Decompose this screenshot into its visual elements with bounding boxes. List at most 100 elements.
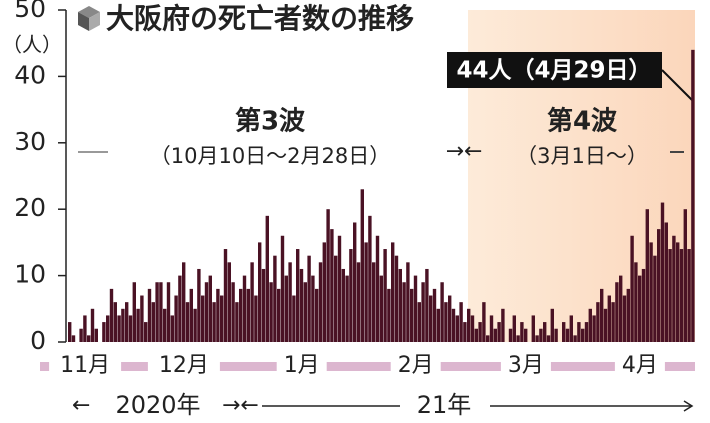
bar xyxy=(334,255,338,342)
bar xyxy=(440,282,444,342)
bar xyxy=(649,242,653,342)
bar xyxy=(660,202,665,342)
bar xyxy=(607,295,611,342)
bar xyxy=(197,268,201,342)
bar xyxy=(299,268,304,342)
bar xyxy=(121,308,125,342)
y-tick-label: 10 xyxy=(14,260,46,289)
bar xyxy=(204,282,209,342)
bar xyxy=(292,295,296,342)
bar xyxy=(208,275,212,342)
bar xyxy=(125,302,129,342)
bar xyxy=(170,315,174,342)
arrow: →← xyxy=(222,393,259,418)
annotation: 44人（4月29日） xyxy=(456,57,651,84)
bar xyxy=(117,315,121,342)
wave3-name: 第3波 xyxy=(235,106,306,137)
bar xyxy=(113,302,117,342)
bar xyxy=(683,209,687,342)
bar xyxy=(364,242,368,342)
bar xyxy=(448,295,452,342)
bar xyxy=(166,282,171,342)
bar xyxy=(220,295,224,342)
bar xyxy=(482,302,486,342)
y-tick-label: 40 xyxy=(14,60,46,89)
y-unit: （人） xyxy=(2,33,62,57)
x-tick-label: 4月 xyxy=(622,353,658,378)
bar xyxy=(550,308,554,342)
bar xyxy=(71,335,76,342)
bar xyxy=(318,262,323,342)
bar xyxy=(565,328,570,342)
bar xyxy=(394,255,399,342)
bar xyxy=(520,322,524,342)
bar xyxy=(353,222,357,342)
bar xyxy=(603,308,608,342)
bar xyxy=(87,335,91,342)
bar xyxy=(611,302,615,342)
bar xyxy=(341,268,345,342)
x-tick-label: 12月 xyxy=(159,353,209,378)
bar xyxy=(102,322,106,342)
x-tick-label: 3月 xyxy=(508,353,544,378)
bar xyxy=(83,315,87,342)
bar xyxy=(596,302,600,342)
bar xyxy=(182,262,186,342)
bar xyxy=(322,242,326,342)
bar xyxy=(68,322,72,342)
bar xyxy=(277,288,281,342)
bar xyxy=(463,322,467,342)
bar xyxy=(147,288,152,342)
bar xyxy=(615,282,619,342)
bar xyxy=(315,288,319,342)
bar xyxy=(573,335,577,342)
bar xyxy=(94,328,98,342)
year-label: 2020年 xyxy=(115,391,200,419)
bar xyxy=(664,222,668,342)
y-tick-label: 50 xyxy=(14,0,46,23)
bar xyxy=(269,282,273,342)
bar xyxy=(444,302,448,342)
bar xyxy=(132,282,136,342)
month-strip xyxy=(40,362,695,371)
y-tick-label: 0 xyxy=(30,326,46,355)
bar xyxy=(227,262,231,342)
bar xyxy=(406,262,410,342)
bar xyxy=(402,282,406,342)
bar xyxy=(265,215,269,342)
bar xyxy=(337,235,342,342)
bar xyxy=(508,328,513,342)
annotation-line xyxy=(661,69,693,101)
bar xyxy=(672,235,676,342)
bar xyxy=(470,315,475,342)
bar xyxy=(679,249,684,342)
bar xyxy=(368,215,372,342)
bar xyxy=(592,315,596,342)
bar xyxy=(535,335,539,342)
wave4-name: 第4波 xyxy=(547,106,618,137)
bar xyxy=(189,288,193,342)
bar xyxy=(668,249,672,342)
bar xyxy=(235,302,239,342)
x-tick-label: 11月 xyxy=(60,353,110,378)
bar xyxy=(261,268,266,342)
bar xyxy=(356,262,361,342)
month-label-bg xyxy=(276,352,327,380)
bar xyxy=(379,275,383,342)
bar xyxy=(543,322,547,342)
bar xyxy=(296,249,300,342)
bar xyxy=(467,308,471,342)
bar xyxy=(155,282,159,342)
bar xyxy=(622,295,627,342)
bar xyxy=(90,308,95,342)
bar xyxy=(284,275,288,342)
bar xyxy=(163,308,167,342)
bar xyxy=(398,268,402,342)
bar xyxy=(307,255,311,342)
bar xyxy=(250,262,254,342)
arrow: ← xyxy=(72,393,90,418)
bar xyxy=(242,275,247,342)
bar xyxy=(151,302,155,342)
bar xyxy=(588,308,592,342)
bar xyxy=(159,282,163,342)
